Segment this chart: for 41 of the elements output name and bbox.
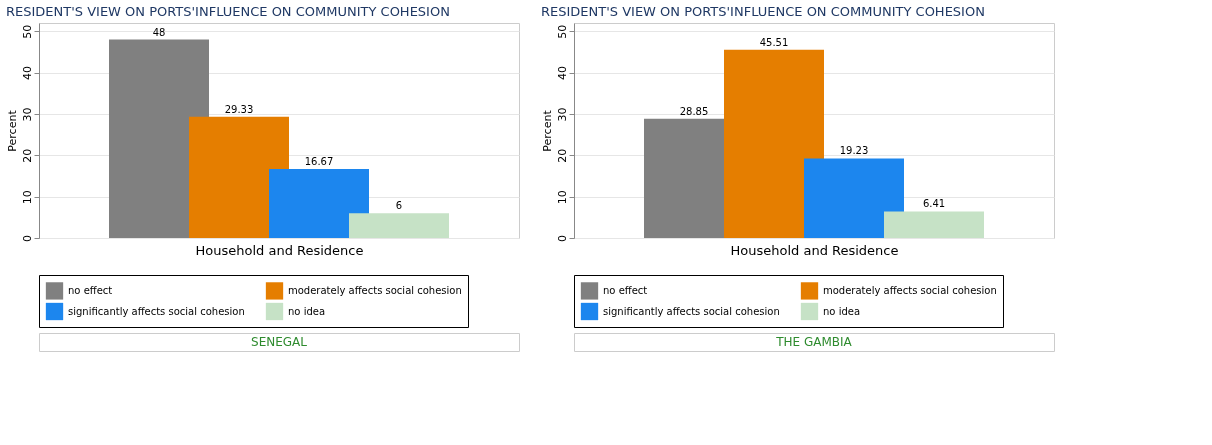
legend-label: significantly affects social cohesion: [68, 305, 245, 317]
bar: [884, 211, 984, 238]
x-axis-title: Household and Residence: [195, 242, 364, 258]
y-tick-label: 30: [555, 107, 569, 122]
y-tick-label: 10: [555, 190, 569, 205]
text: SENEGAL: [251, 335, 308, 349]
legend-label: no idea: [823, 305, 861, 317]
y-tick-label: 30: [20, 107, 34, 122]
bar: [269, 169, 369, 238]
legend-label: moderately affects social cohesion: [823, 284, 997, 296]
chart-title: RESIDENT'S VIEW ON PORTS'INFLUENCE ON COMMUNITY COHESION: [541, 4, 985, 19]
y-tick-label: 20: [555, 148, 569, 163]
y-tick-label: 0: [555, 235, 569, 242]
y-axis-title: Percent: [5, 109, 19, 152]
y-tick-label: 10: [20, 190, 34, 205]
bar: [804, 158, 904, 238]
data-label: 16.67: [304, 156, 334, 168]
data-label: 19.23: [839, 145, 869, 157]
bar: [724, 49, 824, 238]
legend-label: no effect: [68, 284, 113, 296]
data-label: 28.85: [679, 105, 709, 117]
y-tick-label: 0: [20, 235, 34, 242]
chart-title: RESIDENT'S VIEW ON PORTS'INFLUENCE ON COMMUNITY COHESION: [6, 4, 450, 19]
data-label: 29.33: [224, 103, 254, 115]
y-tick-label: 40: [20, 66, 34, 81]
text: THE GAMBIA: [775, 335, 853, 349]
y-tick-label: 20: [20, 148, 34, 163]
bar: [349, 213, 449, 238]
data-label: 6: [395, 200, 403, 212]
data-label: 6.41: [922, 198, 946, 210]
legend-label: no effect: [603, 284, 648, 296]
y-tick-label: 40: [555, 66, 569, 81]
y-axis-title: Percent: [540, 109, 554, 152]
legend-label: moderately affects social cohesion: [288, 284, 462, 296]
x-axis-title: Household and Residence: [730, 242, 899, 258]
y-tick-label: 50: [555, 24, 569, 39]
data-label: 45.51: [759, 36, 789, 48]
data-label: 48: [152, 26, 166, 38]
y-tick-label: 50: [20, 24, 34, 39]
legend-label: no idea: [288, 305, 326, 317]
legend-label: significantly affects social cohesion: [603, 305, 780, 317]
